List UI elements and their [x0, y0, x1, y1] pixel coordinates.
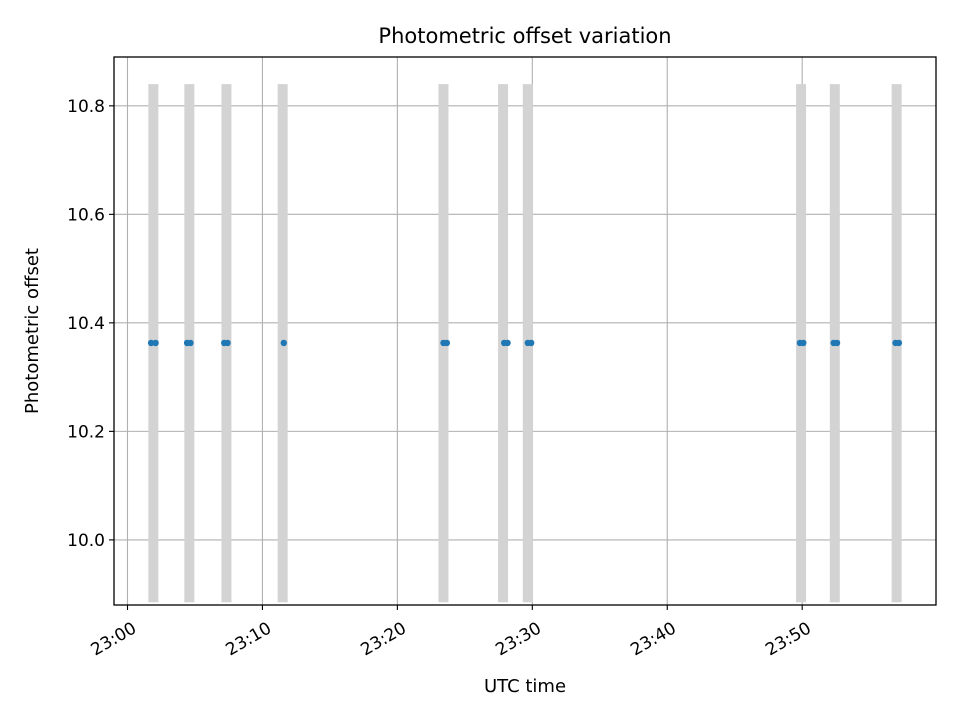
data-point [147, 339, 155, 347]
data-point [443, 339, 451, 347]
y-tick-label: 10.2 [67, 422, 105, 442]
y-axis: 10.0 10.2 10.4 10.6 10.8 [67, 97, 114, 551]
x-axis-label: UTC time [484, 676, 566, 697]
chart-title: Photometric offset variation [378, 24, 671, 48]
data-point [895, 339, 903, 347]
y-axis-label: Photometric offset [22, 248, 43, 414]
data-point [187, 339, 194, 347]
plot-frame [113, 56, 937, 606]
point-group [147, 339, 903, 347]
data-point [152, 339, 159, 347]
data-point [800, 339, 807, 347]
data-point [280, 339, 287, 347]
y-tick-label: 10.8 [67, 97, 105, 117]
y-tick-label: 10.0 [67, 531, 105, 551]
data-point [527, 339, 535, 347]
data-point [504, 339, 511, 347]
data-point [833, 339, 841, 347]
y-tick-label: 10.6 [67, 205, 105, 225]
data-point [224, 339, 231, 347]
y-tick-label: 10.4 [67, 314, 105, 334]
